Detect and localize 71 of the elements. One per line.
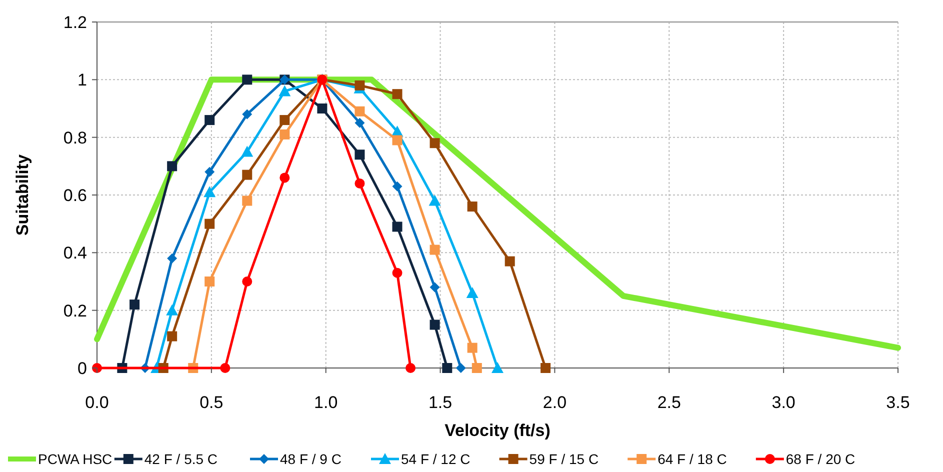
x-tick-label: 1.5: [428, 393, 452, 412]
point: [428, 194, 441, 206]
point: [242, 170, 252, 180]
x-tick-label: 1.0: [314, 393, 338, 412]
point: [242, 276, 252, 286]
point: [280, 172, 290, 183]
y-tick-label: 0.2: [63, 301, 87, 320]
point: [354, 150, 365, 160]
point: [130, 300, 140, 310]
legend-label: 59 F / 15 C: [529, 451, 599, 467]
point: [504, 256, 515, 266]
point: [492, 362, 504, 373]
point: [220, 363, 230, 373]
point: [392, 268, 402, 278]
legend-label: 42 F / 5.5 C: [144, 451, 218, 467]
point: [242, 109, 252, 120]
x-tick-label: 2.5: [657, 393, 681, 412]
y-tick-label: 1: [78, 70, 87, 90]
point: [242, 74, 252, 85]
y-tick-label: 0.8: [63, 128, 87, 148]
point: [430, 282, 440, 292]
legend-label: 68 F / 20 C: [786, 451, 856, 467]
x-tick-label: 3.5: [886, 393, 910, 412]
x-tick-label: 3.0: [772, 393, 796, 412]
y-axis-title: Suitability: [13, 154, 32, 236]
point: [317, 104, 328, 114]
point: [167, 253, 178, 264]
point: [167, 161, 178, 172]
legend-label: 64 F / 18 C: [658, 451, 727, 467]
y-tick-label: 0.4: [63, 244, 87, 263]
y-tick-label: 0: [78, 359, 87, 378]
legend-label: PCWA HSC: [38, 451, 112, 467]
point: [467, 342, 478, 353]
point: [241, 146, 254, 157]
point: [392, 181, 402, 192]
point: [167, 331, 178, 342]
point: [242, 196, 252, 206]
point: [430, 138, 440, 148]
point: [467, 202, 478, 212]
point: [354, 106, 365, 116]
point: [280, 115, 290, 126]
point: [204, 166, 215, 177]
point: [442, 363, 452, 373]
point: [204, 186, 216, 198]
y-tick-label: 1.2: [63, 13, 87, 32]
x-tick-label: 0.5: [200, 393, 224, 412]
point: [354, 178, 365, 188]
point: [406, 363, 416, 373]
point: [430, 244, 440, 255]
point: [204, 218, 215, 229]
point: [354, 80, 365, 90]
point: [472, 363, 482, 373]
point: [392, 222, 402, 232]
x-axis-title: Velocity (ft/s): [444, 421, 550, 440]
point: [204, 115, 215, 126]
point: [278, 85, 291, 96]
point: [204, 276, 215, 286]
x-tick-label: 2.0: [542, 393, 567, 412]
point: [392, 89, 402, 100]
y-tick-label: 0.6: [63, 186, 87, 205]
point: [354, 118, 365, 128]
point: [456, 363, 466, 373]
point: [166, 304, 178, 316]
point: [392, 135, 402, 146]
legend-label: 54 F / 12 C: [401, 451, 470, 467]
point: [430, 320, 440, 330]
x-tick-label: 0.0: [85, 393, 109, 412]
point: [280, 129, 290, 140]
point: [466, 287, 478, 298]
point: [540, 363, 551, 373]
legend-label: 48 F / 9 C: [280, 451, 342, 467]
